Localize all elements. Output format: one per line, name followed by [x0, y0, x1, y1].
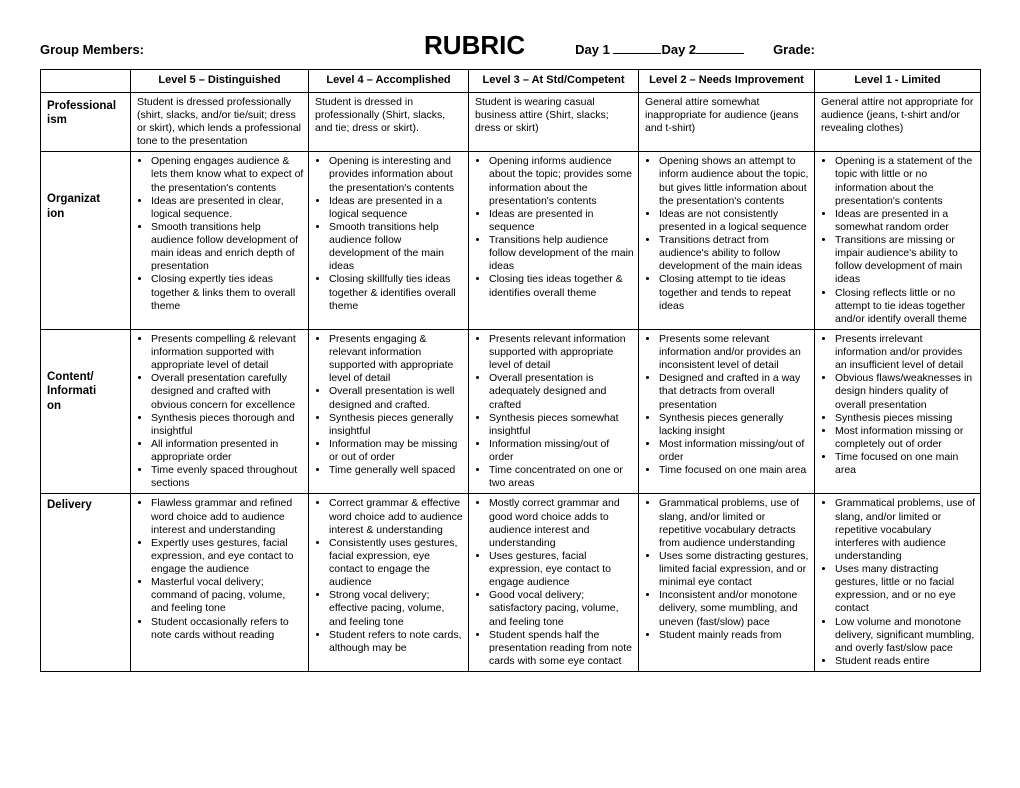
- rubric-cell: Presents some relevant information and/o…: [639, 329, 815, 494]
- group-members-label: Group Members:: [40, 42, 144, 57]
- rubric-cell: Opening shows an attempt to inform audie…: [639, 152, 815, 330]
- rubric-cell: Presents irrelevant information and/or p…: [815, 329, 981, 494]
- rubric-cell: Student is wearing casual business attir…: [469, 92, 639, 152]
- day2-blank[interactable]: [696, 41, 744, 54]
- table-row: Content/ InformationPresents compelling …: [41, 329, 981, 494]
- col-level1: Level 1 - Limited: [815, 70, 981, 93]
- rubric-cell: Opening informs audience about the topic…: [469, 152, 639, 330]
- rubric-cell: Presents compelling & relevant informati…: [131, 329, 309, 494]
- col-level3: Level 3 – At Std/Competent: [469, 70, 639, 93]
- rubric-table: Level 5 – Distinguished Level 4 – Accomp…: [40, 69, 981, 672]
- corner-cell: [41, 70, 131, 93]
- row-header: Content/ Information: [41, 329, 131, 494]
- table-row: OrganizationOpening engages audience & l…: [41, 152, 981, 330]
- rubric-cell: Presents relevant information supported …: [469, 329, 639, 494]
- col-level5: Level 5 – Distinguished: [131, 70, 309, 93]
- day1-blank[interactable]: [613, 41, 661, 54]
- rubric-cell: Correct grammar & effective word choice …: [309, 494, 469, 672]
- header-right-section: Day 1 Day 2 Grade:: [575, 41, 815, 57]
- rubric-title: RUBRIC: [424, 30, 525, 61]
- header-row: Level 5 – Distinguished Level 4 – Accomp…: [41, 70, 981, 93]
- day1-label: Day 1: [575, 42, 610, 57]
- rubric-cell: Presents engaging & relevant information…: [309, 329, 469, 494]
- rubric-cell: Student is dressed in professionally (Sh…: [309, 92, 469, 152]
- rubric-cell: Grammatical problems, use of slang, and/…: [815, 494, 981, 672]
- rubric-cell: Opening is interesting and provides info…: [309, 152, 469, 330]
- rubric-cell: Opening is a statement of the topic with…: [815, 152, 981, 330]
- rubric-cell: Mostly correct grammar and good word cho…: [469, 494, 639, 672]
- rubric-cell: Student is dressed professionally (shirt…: [131, 92, 309, 152]
- rubric-cell: General attire somewhat inappropriate fo…: [639, 92, 815, 152]
- row-header: Organization: [41, 152, 131, 330]
- grade-label: Grade:: [773, 42, 815, 57]
- rubric-cell: Grammatical problems, use of slang, and/…: [639, 494, 815, 672]
- table-row: ProfessionalismStudent is dressed profes…: [41, 92, 981, 152]
- col-level4: Level 4 – Accomplished: [309, 70, 469, 93]
- row-header: Delivery: [41, 494, 131, 672]
- day2-label: Day 2: [661, 42, 696, 57]
- row-header: Professionalism: [41, 92, 131, 152]
- rubric-cell: Flawless grammar and refined word choice…: [131, 494, 309, 672]
- rubric-cell: General attire not appropriate for audie…: [815, 92, 981, 152]
- rubric-header: Group Members: RUBRIC Day 1 Day 2 Grade:: [40, 30, 980, 61]
- col-level2: Level 2 – Needs Improvement: [639, 70, 815, 93]
- rubric-cell: Opening engages audience & lets them kno…: [131, 152, 309, 330]
- table-row: DeliveryFlawless grammar and refined wor…: [41, 494, 981, 672]
